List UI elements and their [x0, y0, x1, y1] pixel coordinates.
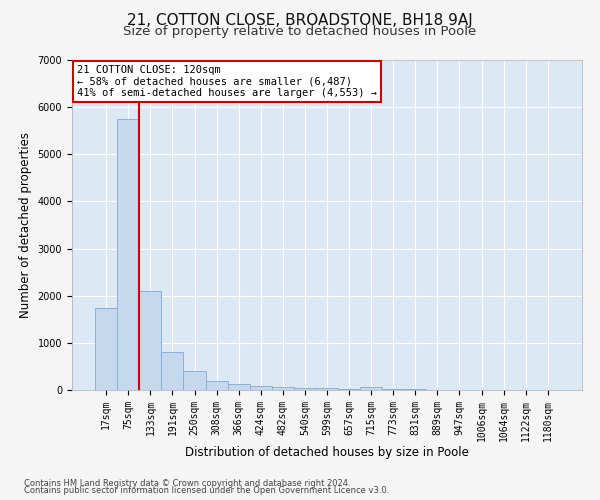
Bar — [250, 386, 272, 390]
Bar — [206, 381, 227, 390]
Bar — [360, 388, 382, 390]
Bar — [95, 308, 117, 390]
Text: Contains public sector information licensed under the Open Government Licence v3: Contains public sector information licen… — [24, 486, 389, 495]
X-axis label: Distribution of detached houses by size in Poole: Distribution of detached houses by size … — [185, 446, 469, 460]
Text: Size of property relative to detached houses in Poole: Size of property relative to detached ho… — [124, 25, 476, 38]
Bar — [338, 388, 360, 390]
Text: 21 COTTON CLOSE: 120sqm
← 58% of detached houses are smaller (6,487)
41% of semi: 21 COTTON CLOSE: 120sqm ← 58% of detache… — [77, 65, 377, 98]
Bar — [161, 352, 184, 390]
Bar — [316, 388, 338, 390]
Bar — [404, 389, 427, 390]
Text: 21, COTTON CLOSE, BROADSTONE, BH18 9AJ: 21, COTTON CLOSE, BROADSTONE, BH18 9AJ — [127, 12, 473, 28]
Bar — [272, 387, 294, 390]
Bar — [227, 384, 250, 390]
Bar — [139, 291, 161, 390]
Bar — [184, 371, 206, 390]
Bar — [382, 389, 404, 390]
Bar — [294, 388, 316, 390]
Bar — [117, 119, 139, 390]
Y-axis label: Number of detached properties: Number of detached properties — [19, 132, 32, 318]
Text: Contains HM Land Registry data © Crown copyright and database right 2024.: Contains HM Land Registry data © Crown c… — [24, 478, 350, 488]
